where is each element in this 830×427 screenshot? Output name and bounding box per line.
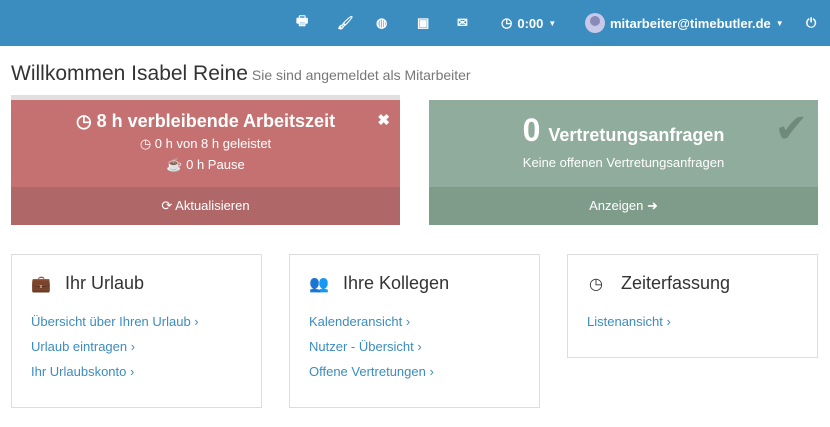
colleagues-card: 👥 Ihre Kollegen Kalenderansicht › Nutzer … (289, 254, 540, 408)
clock-icon: ◷ (589, 275, 603, 293)
page-title: Willkommen Isabel Reine Sie sind angemeld… (11, 62, 471, 86)
substitution-text: Keine offenen Vertretungsanfragen (522, 155, 725, 170)
work-done: 0 h von 8 h geleistet (154, 136, 272, 151)
briefcase-icon: 💼 (31, 275, 51, 293)
avatar (585, 13, 605, 33)
work-pause: 0 h Pause (186, 157, 245, 172)
link-calendar-view[interactable]: Kalenderansicht › (309, 314, 411, 329)
link-vacation-account[interactable]: Ihr Urlaubskonto › (31, 364, 135, 379)
user-email: mitarbeiter@timebutler.de (610, 15, 771, 31)
coffee-icon: ☕ (166, 157, 187, 172)
link-vacation-overview[interactable]: Übersicht über Ihren Urlaub › (31, 314, 199, 329)
substitution-count: 0 (522, 112, 541, 148)
mail-icon[interactable]: ✉ (457, 15, 468, 30)
user-menu[interactable]: mitarbeiter@timebutler.de ▼ (585, 0, 784, 46)
caret-down-icon: ▼ (775, 18, 784, 28)
refresh-label: Aktualisieren (175, 198, 250, 213)
substitution-panel: ✔ 0 Vertretungsanfragen Keine offenen Ver… (429, 100, 818, 225)
link-open-substitutions[interactable]: Offene Vertretungen › (309, 364, 434, 379)
globe-icon[interactable]: ◍ (376, 15, 388, 30)
print-icon[interactable]: 🖶 (296, 13, 309, 28)
refresh-button[interactable]: ⟳ Aktualisieren (11, 187, 400, 225)
link-list-view[interactable]: Listenansicht › (587, 314, 671, 329)
link-user-overview[interactable]: Nutzer - Übersicht › (309, 339, 422, 354)
users-icon: 👥 (309, 275, 329, 293)
refresh-icon: ⟳ (161, 198, 176, 213)
top-navbar: 🖶 🖌 ◍ ▣ ✉ ◷ 0:00 ▼ mitarbeiter@timebutler.… (0, 0, 830, 46)
caret-down-icon: ▼ (548, 18, 557, 28)
vacation-card: 💼 Ihr Urlaub Übersicht über Ihren Urlaub … (11, 254, 262, 408)
work-time-panel: ◷ 8 h verbleibende Arbeitszeit ✖ ◷ 0 h v… (11, 95, 400, 225)
show-label: Anzeigen (589, 198, 644, 213)
role-text: Sie sind angemeldet als Mitarbeiter (251, 67, 471, 83)
time-value: 0:00 (517, 15, 544, 31)
time-tracking-card: ◷ Zeiterfassung Listenansicht › (567, 254, 818, 358)
card-title: Zeiterfassung (621, 273, 731, 293)
brush-icon[interactable]: 🖌 (337, 15, 354, 30)
card-title: Ihre Kollegen (343, 273, 450, 293)
card-title: Ihr Urlaub (65, 273, 145, 293)
close-icon[interactable]: ✖ (377, 112, 390, 129)
time-dropdown[interactable]: ◷ 0:00 ▼ (501, 0, 556, 46)
clock-icon: ◷ (501, 15, 513, 30)
welcome-text: Willkommen Isabel Reine (11, 62, 248, 85)
arrow-right-icon: ➜ (643, 198, 658, 213)
check-icon: ✔ (774, 107, 808, 151)
show-button[interactable]: Anzeigen ➜ (429, 187, 818, 225)
calendar-icon[interactable]: ▣ (417, 15, 430, 30)
link-enter-vacation[interactable]: Urlaub eintragen › (31, 339, 136, 354)
clock-icon: ◷ (75, 111, 97, 131)
power-icon[interactable]: ⏻ (806, 15, 817, 30)
work-title: 8 h verbleibende Arbeitszeit (96, 111, 336, 131)
substitution-title: Vertretungsanfragen (548, 125, 725, 145)
clock-icon: ◷ (139, 136, 155, 151)
